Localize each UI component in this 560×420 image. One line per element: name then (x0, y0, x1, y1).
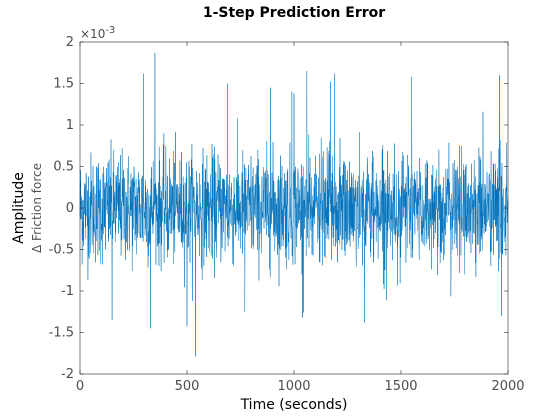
y-tick-label: 0.5 (53, 160, 74, 175)
y-tick-label: -1 (61, 284, 74, 299)
y-tick-label: 1 (66, 118, 74, 133)
y-tick-label: -1.5 (49, 326, 74, 341)
chart-title: 1-Step Prediction Error (203, 5, 385, 21)
y-axis-sublabel: Δ Friction force (30, 163, 44, 253)
series-line (79, 52, 509, 357)
x-tick-label: 2000 (491, 379, 524, 394)
y-tick-label: 1.5 (53, 77, 74, 92)
y-tick-label: -2 (61, 367, 74, 382)
x-axis-label: Time (seconds) (240, 397, 348, 413)
series-layer (79, 52, 509, 357)
x-tick-label: 0 (76, 379, 84, 394)
x-tick-label: 1000 (277, 379, 310, 394)
y-exponent-power: -3 (105, 25, 115, 36)
ticks-layer: 0 500 1000 1500 2000 -2 -1.5 -1 -0.5 0 0.5 1 1.5 2 (49, 35, 525, 394)
y-exponent-label: ×10-3 (80, 25, 115, 41)
y-axis-label: Amplitude (11, 172, 27, 244)
y-tick-label: 0 (66, 201, 74, 216)
y-tick-label: -0.5 (49, 243, 74, 258)
x-tick-label: 1500 (384, 379, 417, 394)
x-tick-label: 500 (175, 379, 200, 394)
y-exponent-base: ×10 (80, 27, 105, 41)
y-tick-label: 2 (66, 35, 74, 50)
